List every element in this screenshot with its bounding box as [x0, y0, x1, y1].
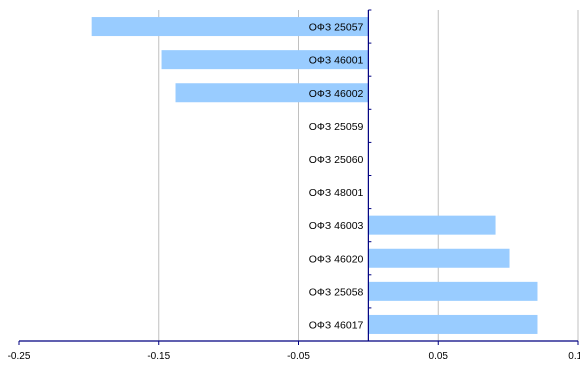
bar: [368, 314, 538, 334]
x-tick-label: 0.05: [429, 351, 449, 362]
category-label: ОФЗ 46017: [309, 319, 364, 331]
category-label: ОФЗ 46003: [309, 220, 364, 232]
category-label: ОФЗ 25059: [309, 121, 364, 133]
label-layer: -0.25 -0.15 -0.05 0.05 0.15 ОФЗ 25057 ОФЗ 4600…: [8, 22, 580, 362]
bar: [175, 83, 369, 103]
x-tick-label: -0.25: [8, 351, 31, 362]
bar: [161, 50, 369, 70]
bar-layer: [91, 17, 538, 334]
bar: [368, 248, 510, 268]
category-label: ОФЗ 48001: [309, 187, 364, 199]
category-label: ОФЗ 25057: [309, 22, 364, 34]
category-label: ОФЗ 46001: [309, 55, 364, 67]
category-label: ОФЗ 46020: [309, 253, 364, 265]
x-tick-label: -0.05: [287, 351, 310, 362]
bar: [368, 215, 496, 235]
x-tick-label: -0.15: [147, 351, 170, 362]
x-tick-label: 0.15: [568, 351, 580, 362]
bar: [91, 17, 369, 37]
category-label: ОФЗ 25058: [309, 286, 364, 298]
category-label: ОФЗ 46002: [309, 88, 364, 100]
bar: [368, 281, 538, 301]
axis-layer: [18, 9, 579, 345]
category-label: ОФЗ 25060: [309, 154, 364, 166]
